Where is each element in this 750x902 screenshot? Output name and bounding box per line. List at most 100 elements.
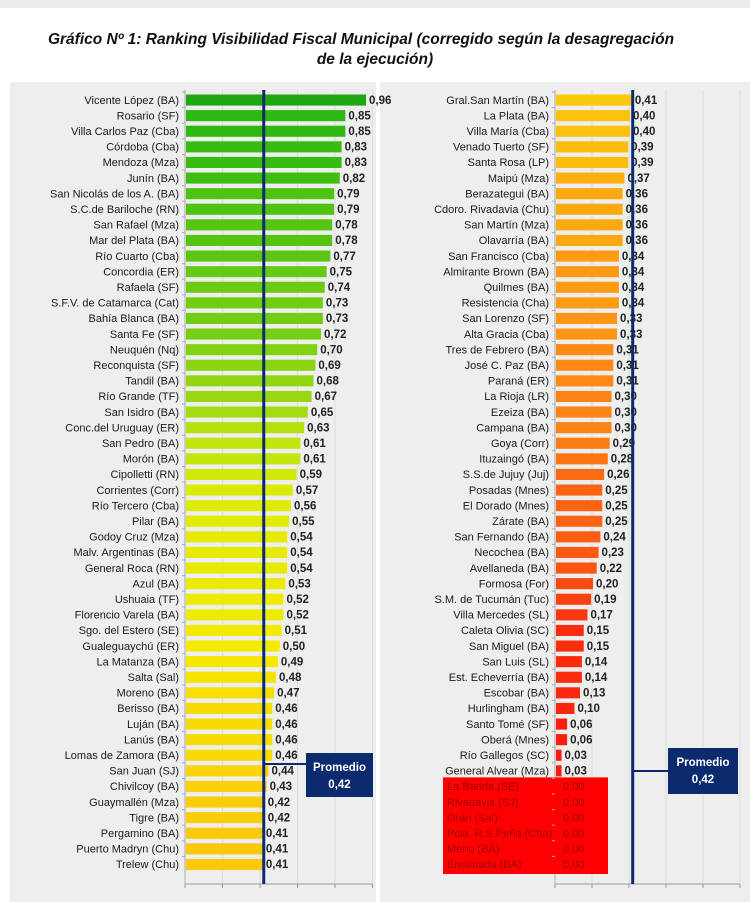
bar: [186, 422, 305, 434]
value-label: 0,26: [607, 469, 629, 481]
bar: [186, 500, 291, 512]
value-label: 0,25: [605, 485, 628, 497]
value-label: 0,14: [585, 656, 608, 668]
value-label: 0,10: [578, 703, 600, 715]
bar: [186, 468, 297, 480]
value-label: 0,77: [333, 251, 355, 263]
category-label: San Isidro (BA): [104, 407, 179, 419]
category-label: Hurlingham (BA): [468, 703, 549, 715]
value-label: 0,85: [348, 110, 371, 122]
category-label: General Roca (RN): [85, 563, 179, 575]
category-label: Paraná (ER): [488, 376, 549, 388]
category-label: Villa María (Cba): [467, 126, 549, 138]
bar: [186, 671, 276, 683]
value-label: 0,00: [563, 797, 584, 809]
value-label: 0,54: [290, 563, 313, 575]
value-label: 0,65: [311, 407, 334, 419]
category-label: José C. Paz (BA): [465, 360, 549, 372]
value-label: 0,00: [563, 828, 584, 840]
bar: [186, 266, 327, 278]
value-label: 0,36: [626, 188, 648, 200]
left-ranking-chart: Vicente López (BA) 0,96 Rosario (SF) 0,85 Vi…: [50, 90, 391, 888]
value-label: 0,52: [287, 610, 309, 622]
value-label: 0,36: [626, 204, 648, 216]
value-label: 0,57: [296, 485, 318, 497]
average-label: Promedio: [313, 762, 366, 774]
value-label: 0,79: [337, 204, 359, 216]
bar: [556, 281, 619, 293]
category-label: Santa Rosa (LP): [468, 157, 549, 169]
bar: [186, 546, 288, 558]
value-label: 0,41: [266, 859, 289, 871]
category-label: San Juan (SJ): [109, 766, 179, 778]
bar: [186, 812, 265, 824]
value-label: 0,17: [590, 610, 612, 622]
category-label: Salta (Sal): [128, 672, 179, 684]
value-label: 0,22: [600, 563, 622, 575]
category-label: Neuquén (Nq): [110, 344, 179, 356]
category-label: Berisso (BA): [117, 703, 179, 715]
category-label: Pilar (BA): [132, 516, 179, 528]
value-label: 0,52: [287, 594, 309, 606]
bar: [556, 188, 623, 200]
value-label: 0,19: [594, 594, 616, 606]
top-band: [0, 0, 750, 8]
value-label: 0,24: [603, 532, 626, 544]
value-label: 0,06: [570, 719, 592, 731]
bar: [186, 843, 263, 855]
category-label: Mendoza (Mza): [103, 157, 179, 169]
bar: [186, 515, 290, 527]
bar: [556, 437, 610, 449]
bar: [556, 266, 619, 278]
bar: [556, 484, 603, 496]
category-label: Luján (BA): [127, 719, 179, 731]
value-label: 0,46: [275, 719, 297, 731]
value-label: 0,51: [285, 625, 308, 637]
average-label-box: [306, 753, 373, 797]
value-label: 0,56: [294, 500, 316, 512]
category-label: Pcia. R.S.Peña (Cha): [447, 828, 552, 840]
bar: [556, 297, 619, 309]
bar: [186, 297, 323, 309]
category-label: Guaymallén (Mza): [89, 797, 179, 809]
bar: [556, 656, 582, 668]
bar: [186, 110, 346, 122]
category-label: Malv. Argentinas (BA): [73, 547, 179, 559]
average-label: Promedio: [676, 757, 729, 769]
category-label: Ituzaingó (BA): [479, 454, 549, 466]
value-label: 0,15: [587, 625, 610, 637]
category-label: Trelew (Chu): [116, 859, 179, 871]
value-label: 0,69: [318, 360, 340, 372]
value-label: 0,15: [587, 641, 610, 653]
average-label-box: [668, 748, 738, 794]
value-label: 0,63: [307, 422, 329, 434]
category-label: S.C.de Bariloche (RN): [70, 204, 179, 216]
category-label: Río Cuarto (Cba): [95, 251, 179, 263]
category-label: Villa Mercedes (SL): [453, 610, 549, 622]
category-label: San Luis (SL): [482, 656, 549, 668]
category-label: La Plata (BA): [484, 110, 549, 122]
bar: [186, 94, 366, 106]
bar: [556, 406, 612, 418]
bar: [186, 328, 321, 340]
category-label: Santo Tomé (SF): [466, 719, 549, 731]
bar: [186, 593, 284, 605]
category-label: San Francisco (Cba): [448, 251, 549, 263]
bar: [186, 219, 333, 231]
value-label: 0,36: [626, 235, 648, 247]
bar: [556, 546, 599, 558]
category-label: Venado Tuerto (SF): [453, 142, 549, 154]
bar: [186, 234, 333, 246]
category-label: Rafaela (SF): [117, 282, 179, 294]
value-label: 0,40: [633, 110, 655, 122]
bar: [556, 562, 597, 574]
category-label: San Rafael (Mza): [93, 220, 179, 232]
bar: [556, 156, 629, 168]
bar: [556, 515, 603, 527]
bar: [186, 796, 265, 808]
bar: [186, 749, 273, 761]
bar: [186, 687, 275, 699]
value-label: 0,53: [288, 578, 310, 590]
bar: [186, 734, 273, 746]
